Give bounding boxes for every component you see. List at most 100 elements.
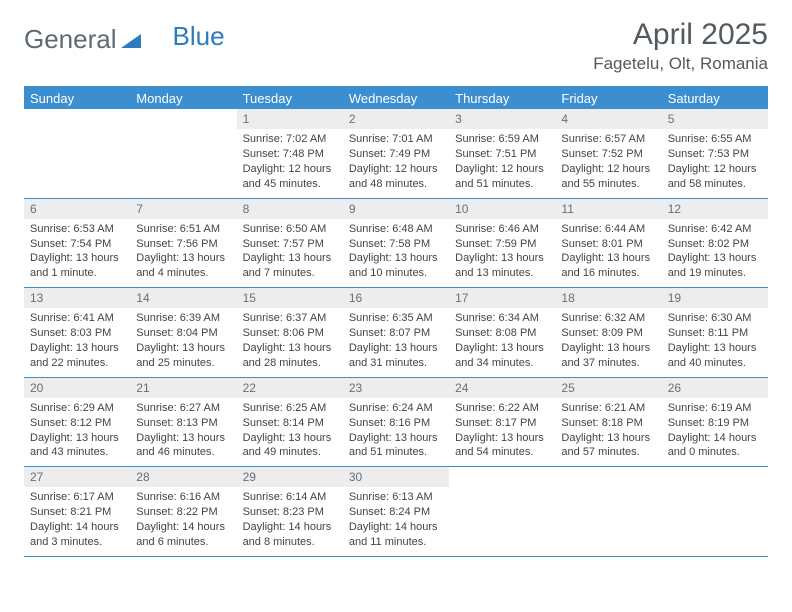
sunrise-text: Sunrise: 6:25 AM bbox=[243, 401, 337, 416]
sunrise-text: Sunrise: 6:30 AM bbox=[668, 311, 762, 326]
day-header: Friday bbox=[555, 88, 661, 109]
day-body: Sunrise: 6:51 AMSunset: 7:56 PMDaylight:… bbox=[130, 219, 236, 287]
daylight-text: Daylight: 12 hours and 55 minutes. bbox=[561, 162, 655, 192]
day-body: Sunrise: 6:21 AMSunset: 8:18 PMDaylight:… bbox=[555, 398, 661, 466]
sunset-text: Sunset: 7:59 PM bbox=[455, 237, 549, 252]
daylight-text: Daylight: 13 hours and 37 minutes. bbox=[561, 341, 655, 371]
day-header: Tuesday bbox=[237, 88, 343, 109]
day-number: 11 bbox=[555, 199, 661, 219]
day-number: 24 bbox=[449, 378, 555, 398]
day-body: Sunrise: 6:19 AMSunset: 8:19 PMDaylight:… bbox=[662, 398, 768, 466]
sunset-text: Sunset: 8:12 PM bbox=[30, 416, 124, 431]
day-body: Sunrise: 6:17 AMSunset: 8:21 PMDaylight:… bbox=[24, 487, 130, 555]
day-number: 29 bbox=[237, 467, 343, 487]
sunset-text: Sunset: 7:57 PM bbox=[243, 237, 337, 252]
day-number: 7 bbox=[130, 199, 236, 219]
sunset-text: Sunset: 7:51 PM bbox=[455, 147, 549, 162]
daylight-text: Daylight: 12 hours and 45 minutes. bbox=[243, 162, 337, 192]
sunset-text: Sunset: 8:13 PM bbox=[136, 416, 230, 431]
day-body: Sunrise: 6:37 AMSunset: 8:06 PMDaylight:… bbox=[237, 308, 343, 376]
day-cell: 6 Sunrise: 6:53 AMSunset: 7:54 PMDaylight… bbox=[24, 199, 130, 288]
logo-part1: General bbox=[24, 24, 117, 55]
logo-part2: Blue bbox=[173, 21, 225, 52]
day-number: 30 bbox=[343, 467, 449, 487]
day-cell: 15Sunrise: 6:37 AMSunset: 8:06 PMDayligh… bbox=[237, 288, 343, 377]
day-cell: 18Sunrise: 6:32 AMSunset: 8:09 PMDayligh… bbox=[555, 288, 661, 377]
day-body: Sunrise: 6:59 AMSunset: 7:51 PMDaylight:… bbox=[449, 129, 555, 197]
logo-triangle-icon bbox=[121, 24, 141, 55]
daylight-text: Daylight: 13 hours and 19 minutes. bbox=[668, 251, 762, 281]
day-number: 19 bbox=[662, 288, 768, 308]
sunrise-text: Sunrise: 6:35 AM bbox=[349, 311, 443, 326]
day-cell: 12Sunrise: 6:42 AMSunset: 8:02 PMDayligh… bbox=[662, 199, 768, 288]
day-number: 20 bbox=[24, 378, 130, 398]
day-cell: 22Sunrise: 6:25 AMSunset: 8:14 PMDayligh… bbox=[237, 378, 343, 467]
sunset-text: Sunset: 8:17 PM bbox=[455, 416, 549, 431]
sunset-text: Sunset: 8:14 PM bbox=[243, 416, 337, 431]
sunrise-text: Sunrise: 6:53 AM bbox=[30, 222, 124, 237]
week-row: 27Sunrise: 6:17 AMSunset: 8:21 PMDayligh… bbox=[24, 467, 768, 557]
sunrise-text: Sunrise: 6:55 AM bbox=[668, 132, 762, 147]
day-cell: 21Sunrise: 6:27 AMSunset: 8:13 PMDayligh… bbox=[130, 378, 236, 467]
day-cell: 4Sunrise: 6:57 AMSunset: 7:52 PMDaylight… bbox=[555, 109, 661, 198]
day-body: Sunrise: 6:16 AMSunset: 8:22 PMDaylight:… bbox=[130, 487, 236, 555]
sunset-text: Sunset: 7:54 PM bbox=[30, 237, 124, 252]
day-cell: 28Sunrise: 6:16 AMSunset: 8:22 PMDayligh… bbox=[130, 467, 236, 556]
daylight-text: Daylight: 14 hours and 3 minutes. bbox=[30, 520, 124, 550]
day-number: 21 bbox=[130, 378, 236, 398]
sunrise-text: Sunrise: 6:34 AM bbox=[455, 311, 549, 326]
month-title: April 2025 bbox=[593, 18, 768, 52]
sunset-text: Sunset: 8:22 PM bbox=[136, 505, 230, 520]
day-cell bbox=[662, 467, 768, 556]
sunrise-text: Sunrise: 6:22 AM bbox=[455, 401, 549, 416]
sunrise-text: Sunrise: 6:29 AM bbox=[30, 401, 124, 416]
sunset-text: Sunset: 8:07 PM bbox=[349, 326, 443, 341]
day-cell: 13Sunrise: 6:41 AMSunset: 8:03 PMDayligh… bbox=[24, 288, 130, 377]
week-row: 13Sunrise: 6:41 AMSunset: 8:03 PMDayligh… bbox=[24, 288, 768, 378]
sunrise-text: Sunrise: 6:51 AM bbox=[136, 222, 230, 237]
daylight-text: Daylight: 13 hours and 49 minutes. bbox=[243, 431, 337, 461]
day-body: Sunrise: 6:13 AMSunset: 8:24 PMDaylight:… bbox=[343, 487, 449, 555]
day-cell: 27Sunrise: 6:17 AMSunset: 8:21 PMDayligh… bbox=[24, 467, 130, 556]
day-header: Wednesday bbox=[343, 88, 449, 109]
day-body: Sunrise: 6:57 AMSunset: 7:52 PMDaylight:… bbox=[555, 129, 661, 197]
daylight-text: Daylight: 14 hours and 8 minutes. bbox=[243, 520, 337, 550]
day-number: 4 bbox=[555, 109, 661, 129]
day-number: 28 bbox=[130, 467, 236, 487]
day-number: 13 bbox=[24, 288, 130, 308]
daylight-text: Daylight: 13 hours and 31 minutes. bbox=[349, 341, 443, 371]
day-header: Sunday bbox=[24, 88, 130, 109]
day-number: 8 bbox=[237, 199, 343, 219]
day-number: 10 bbox=[449, 199, 555, 219]
sunrise-text: Sunrise: 6:27 AM bbox=[136, 401, 230, 416]
daylight-text: Daylight: 13 hours and 7 minutes. bbox=[243, 251, 337, 281]
day-header-row: SundayMondayTuesdayWednesdayThursdayFrid… bbox=[24, 88, 768, 109]
sunrise-text: Sunrise: 6:21 AM bbox=[561, 401, 655, 416]
day-body: Sunrise: 6:35 AMSunset: 8:07 PMDaylight:… bbox=[343, 308, 449, 376]
sunrise-text: Sunrise: 6:41 AM bbox=[30, 311, 124, 326]
day-cell: 16Sunrise: 6:35 AMSunset: 8:07 PMDayligh… bbox=[343, 288, 449, 377]
week-row: 1Sunrise: 7:02 AMSunset: 7:48 PMDaylight… bbox=[24, 109, 768, 199]
sunset-text: Sunset: 8:02 PM bbox=[668, 237, 762, 252]
daylight-text: Daylight: 13 hours and 1 minute. bbox=[30, 251, 124, 281]
day-header: Saturday bbox=[662, 88, 768, 109]
sunset-text: Sunset: 8:18 PM bbox=[561, 416, 655, 431]
sunrise-text: Sunrise: 6:46 AM bbox=[455, 222, 549, 237]
day-body: Sunrise: 6:41 AMSunset: 8:03 PMDaylight:… bbox=[24, 308, 130, 376]
daylight-text: Daylight: 14 hours and 11 minutes. bbox=[349, 520, 443, 550]
daylight-text: Daylight: 14 hours and 0 minutes. bbox=[668, 431, 762, 461]
sunrise-text: Sunrise: 6:48 AM bbox=[349, 222, 443, 237]
sunset-text: Sunset: 7:52 PM bbox=[561, 147, 655, 162]
sunrise-text: Sunrise: 6:37 AM bbox=[243, 311, 337, 326]
day-cell: 14Sunrise: 6:39 AMSunset: 8:04 PMDayligh… bbox=[130, 288, 236, 377]
daylight-text: Daylight: 13 hours and 57 minutes. bbox=[561, 431, 655, 461]
day-number: 15 bbox=[237, 288, 343, 308]
day-number: 26 bbox=[662, 378, 768, 398]
day-body: Sunrise: 6:50 AMSunset: 7:57 PMDaylight:… bbox=[237, 219, 343, 287]
daylight-text: Daylight: 13 hours and 54 minutes. bbox=[455, 431, 549, 461]
day-number: 9 bbox=[343, 199, 449, 219]
day-number: 6 bbox=[24, 199, 130, 219]
day-cell bbox=[449, 467, 555, 556]
day-body: Sunrise: 7:01 AMSunset: 7:49 PMDaylight:… bbox=[343, 129, 449, 197]
daylight-text: Daylight: 13 hours and 13 minutes. bbox=[455, 251, 549, 281]
